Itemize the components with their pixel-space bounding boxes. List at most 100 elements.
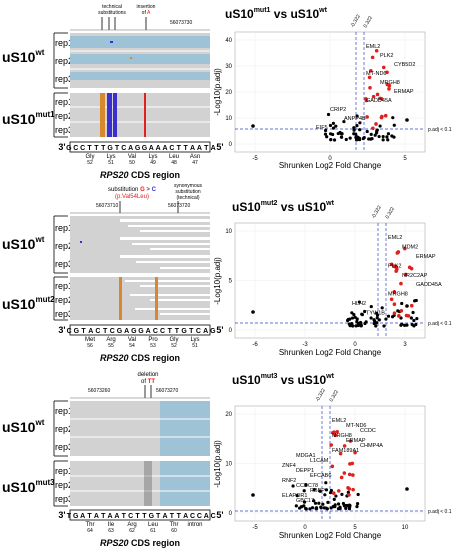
volcano-point xyxy=(399,316,403,320)
sequence-base: T xyxy=(115,145,120,152)
x-axis-label: Shrunken Log2 Fold Change xyxy=(279,161,382,170)
volcano-point xyxy=(331,121,336,125)
rep-label: rep2 xyxy=(55,111,73,121)
volcano-title-mut3: uS10mut3 vs uS10wt xyxy=(232,373,335,387)
sequence-base: T xyxy=(101,145,106,152)
x-tick-label: 0 xyxy=(303,525,307,531)
volcano-point-significant xyxy=(392,289,397,294)
volcano-point xyxy=(302,489,306,493)
volcano-point-significant xyxy=(409,303,414,308)
volcano-point xyxy=(405,487,409,491)
sequence-base: 5' xyxy=(216,325,223,335)
volcano-point-significant xyxy=(392,311,397,315)
volcano-point xyxy=(336,502,341,506)
annot-deletion: deletion xyxy=(137,372,158,378)
volcano-point xyxy=(339,131,343,136)
volcano-point-significant xyxy=(403,272,408,277)
rep-label: rep2 xyxy=(55,56,73,66)
sequence-base: G xyxy=(107,145,113,152)
volcano-point xyxy=(324,488,329,492)
amino-acid-name: Asn xyxy=(190,154,200,160)
amino-acid-number: 56 xyxy=(87,343,93,349)
sequence-base: T xyxy=(135,513,140,520)
y-tick-label: 10 xyxy=(225,116,232,122)
gene-label: MDGA1 xyxy=(296,453,316,459)
sequence-base: G xyxy=(117,328,123,335)
amino-acid-number: 51 xyxy=(192,343,198,349)
padj-label: p.adj < 0.1 xyxy=(428,321,452,327)
sequence-base: A xyxy=(146,328,151,335)
volcano-point xyxy=(374,324,378,328)
sequence-base: C xyxy=(80,145,85,152)
gene-label: CCDC78 xyxy=(296,483,318,489)
volcano-point xyxy=(373,133,377,137)
volcano-point xyxy=(308,507,312,511)
sequence-base: G xyxy=(135,145,141,152)
volcano-point xyxy=(361,136,365,141)
rep-label: rep1 xyxy=(55,97,73,107)
volcano-point xyxy=(390,315,395,319)
sequence-base: 3' xyxy=(58,325,65,335)
volcano-point xyxy=(355,317,359,321)
volcano-point-significant xyxy=(375,92,380,97)
volcano-point xyxy=(331,126,336,130)
rep-label: rep1 xyxy=(55,223,73,233)
panel-mut3-svg: deletion of TT 56073260 56073270 uS10wt … xyxy=(2,372,452,548)
amino-acid-name: Arg xyxy=(127,522,136,528)
volcano-point-significant xyxy=(338,451,343,456)
volcano-point-significant xyxy=(364,97,368,101)
volcano-point-significant xyxy=(397,314,401,318)
volcano-point xyxy=(363,309,367,314)
y-axis-label: -Log10(p.adj) xyxy=(213,440,222,488)
volcano-point xyxy=(314,506,319,510)
rep-label: rep3 xyxy=(55,125,73,135)
amino-acid-name: Leu xyxy=(148,522,158,528)
volcano-point xyxy=(329,138,333,142)
volcano-point xyxy=(369,132,373,137)
sequence-base: T xyxy=(156,513,161,520)
sequence-base: C xyxy=(190,513,195,520)
volcano-point-significant xyxy=(332,430,336,435)
volcano-point xyxy=(356,492,360,497)
y-tick-label: 10 xyxy=(225,229,232,235)
volcano-point xyxy=(357,300,361,304)
rep-label: rep1 xyxy=(55,466,73,476)
volcano-point xyxy=(369,304,373,309)
volcano-title-mut2: uS10mut2 vs uS10wt xyxy=(232,200,335,214)
volcano-point xyxy=(348,324,352,328)
amino-acid-number: 62 xyxy=(129,528,135,534)
gene-label: NR2C2AP xyxy=(402,273,428,279)
annot-protein-change: (p.Val54Leu) xyxy=(115,194,149,200)
volcano-point xyxy=(405,304,409,308)
volcano-point xyxy=(356,323,360,328)
volcano-point-significant xyxy=(389,297,394,302)
volcano-point xyxy=(342,119,346,124)
sequence-base: 3' xyxy=(58,510,65,520)
amino-acid-number: 52 xyxy=(87,160,93,166)
volcano-point xyxy=(344,506,348,510)
gene-label: TYW1B xyxy=(366,311,385,317)
sequence-base: C xyxy=(67,328,72,335)
rep-label: rep3 xyxy=(55,442,73,452)
volcano-point xyxy=(377,134,381,139)
svg-text:-0.322: -0.322 xyxy=(315,388,327,403)
volcano-title-mut1: uS10mut1 vs uS10wt xyxy=(225,7,328,21)
y-tick-label: 30 xyxy=(225,64,232,70)
volcano-point xyxy=(365,129,369,134)
gene-label: PLK2 xyxy=(388,263,401,269)
volcano-point xyxy=(302,500,307,504)
x-axis-label: Shrunken Log2 Fold Change xyxy=(279,348,382,357)
sequence-base: C xyxy=(121,145,126,152)
amino-acid-number: 52 xyxy=(171,343,177,349)
x-tick-label: -5 xyxy=(252,156,258,162)
gene-label: CHMP4A xyxy=(360,443,383,449)
volcano-point xyxy=(350,311,354,315)
amino-acid-number: 61 xyxy=(150,528,156,534)
volcano-point xyxy=(334,124,338,128)
amino-acid-number: 55 xyxy=(108,343,114,349)
gene-label: MT-ND6 xyxy=(366,71,386,77)
sequence-base: A xyxy=(80,513,85,520)
sequence-base: G xyxy=(131,328,137,335)
volcano-point xyxy=(251,310,255,314)
volcano-point xyxy=(323,132,328,136)
